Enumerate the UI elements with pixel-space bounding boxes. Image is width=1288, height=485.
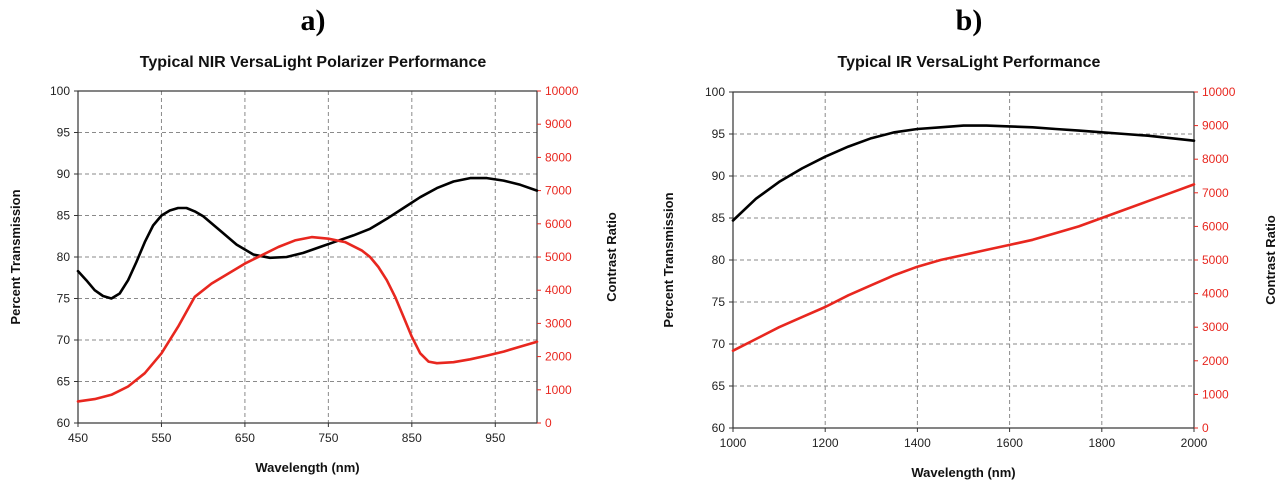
- y2-tick-label: 10000: [1202, 85, 1236, 99]
- x-tick-label: 950: [485, 431, 505, 445]
- y2-axis-label: Contrast Ratio: [1263, 215, 1278, 305]
- y-tick-label: 100: [50, 84, 70, 98]
- y-axis-label: Percent Transmission: [661, 192, 676, 327]
- y2-tick-label: 9000: [545, 117, 572, 131]
- x-tick-label: 550: [151, 431, 171, 445]
- transmission-line: [76, 176, 539, 300]
- y-tick-label: 70: [57, 333, 71, 347]
- panel-letter: b): [956, 4, 983, 37]
- y-tick-label: 70: [712, 337, 726, 351]
- y2-tick-label: 2000: [1202, 354, 1229, 368]
- chart-panel-a: a) Typical NIR VersaLight Polarizer Perfo…: [8, 4, 619, 475]
- y2-tick-label: 6000: [545, 217, 572, 231]
- y2-tick-label: 7000: [545, 184, 572, 198]
- y-tick-label: 65: [57, 375, 71, 389]
- y2-tick-label: 4000: [1202, 287, 1229, 301]
- y2-tick-label: 0: [1202, 421, 1209, 435]
- y2-tick-label: 10000: [545, 84, 579, 98]
- chart-title: Typical NIR VersaLight Polarizer Perform…: [140, 54, 487, 71]
- x-tick-label: 2000: [1181, 436, 1208, 450]
- x-axis-label: Wavelength (nm): [911, 465, 1015, 480]
- x-axis-label: Wavelength (nm): [255, 460, 359, 475]
- y-tick-label: 85: [57, 209, 71, 223]
- panel-letter: a): [301, 4, 326, 37]
- y-tick-label: 75: [712, 295, 726, 309]
- x-tick-label: 650: [235, 431, 255, 445]
- y-tick-label: 65: [712, 379, 726, 393]
- chart-panel-b: b) Typical IR VersaLight Performance 60 65 7…: [661, 4, 1278, 480]
- y2-tick-label: 5000: [1202, 253, 1229, 267]
- y2-tick-label: 8000: [1202, 152, 1229, 166]
- transmission-line: [731, 124, 1196, 222]
- y-tick-label: 90: [712, 169, 726, 183]
- y-tick-label: 60: [712, 421, 726, 435]
- y2-tick-label: 3000: [1202, 320, 1229, 334]
- y-tick-label: 75: [57, 292, 71, 306]
- y-tick-label: 80: [57, 250, 71, 264]
- x-tick-label: 750: [318, 431, 338, 445]
- contrast-ratio-line: [731, 183, 1196, 353]
- y-tick-label: 95: [57, 126, 71, 140]
- y2-tick-label: 8000: [545, 150, 572, 164]
- y2-tick-label: 2000: [545, 350, 572, 364]
- y2-tick-label: 5000: [545, 250, 572, 264]
- y2-axis-label: Contrast Ratio: [604, 212, 619, 302]
- chart-title: Typical IR VersaLight Performance: [838, 54, 1101, 71]
- plot-frame: [77, 90, 538, 424]
- x-tick-label: 1400: [904, 436, 931, 450]
- y2-tick-label: 3000: [545, 316, 572, 330]
- y2-tick-label: 7000: [1202, 186, 1229, 200]
- y-tick-label: 95: [712, 127, 726, 141]
- y-tick-label: 90: [57, 167, 71, 181]
- y-tick-label: 85: [712, 211, 726, 225]
- x-tick-label: 850: [402, 431, 422, 445]
- y2-tick-label: 6000: [1202, 219, 1229, 233]
- y2-tick-label: 0: [545, 416, 552, 430]
- contrast-ratio-line: [76, 235, 539, 403]
- plot-frame: [732, 91, 1195, 429]
- y-tick-label: 60: [57, 416, 71, 430]
- x-tick-label: 1200: [812, 436, 839, 450]
- x-tick-label: 450: [68, 431, 88, 445]
- x-tick-label: 1800: [1088, 436, 1115, 450]
- y-tick-label: 100: [705, 85, 725, 99]
- y-axis-label: Percent Transmission: [8, 189, 23, 324]
- y-tick-label: 80: [712, 253, 726, 267]
- x-tick-label: 1000: [720, 436, 747, 450]
- x-tick-label: 1600: [996, 436, 1023, 450]
- y2-tick-label: 1000: [1202, 387, 1229, 401]
- y2-tick-label: 9000: [1202, 119, 1229, 133]
- y2-tick-label: 1000: [545, 383, 572, 397]
- y2-tick-label: 4000: [545, 283, 572, 297]
